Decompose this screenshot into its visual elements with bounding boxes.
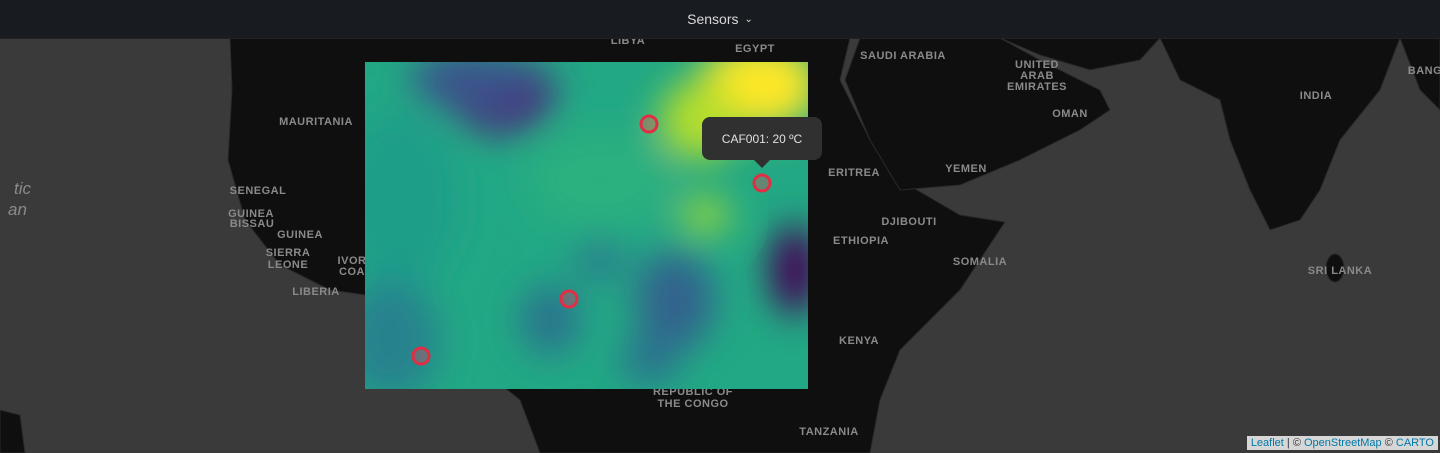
country-label: BISSAU (230, 218, 275, 230)
separator: | © (1286, 437, 1301, 449)
sensor-markers[interactable] (411, 114, 772, 366)
heatmap (365, 62, 808, 389)
sensor-marker[interactable] (411, 346, 431, 366)
country-label: SAUDI ARABIA (860, 50, 946, 62)
country-label: DJIBOUTI (881, 216, 936, 228)
ocean-label: tic (14, 179, 32, 198)
country-label: YEMEN (945, 163, 987, 175)
sensor-marker[interactable] (752, 173, 772, 193)
tooltip-arrow (754, 160, 770, 168)
country-label: TANZANIA (799, 426, 858, 438)
country-label: SOMALIA (953, 256, 1007, 268)
country-label: SRI LANKA (1308, 265, 1372, 277)
header: Sensors ⌄ (0, 0, 1440, 39)
country-label: IVOR (338, 255, 367, 267)
country-label: OMAN (1052, 108, 1088, 120)
sensor-marker[interactable] (559, 289, 579, 309)
country-label: UNITED (1015, 59, 1059, 71)
country-label: GUINEA (277, 229, 323, 241)
country-label: ETHIOPIA (833, 235, 889, 247)
attribution: Leaflet | © OpenStreetMap © CARTO (1246, 436, 1438, 450)
country-label: BANG (1408, 65, 1440, 77)
leaflet-link[interactable]: Leaflet (1250, 437, 1284, 449)
dashboard-title[interactable]: Sensors (687, 11, 739, 27)
country-label: ARAB (1020, 70, 1054, 82)
country-label: ERITREA (828, 167, 880, 179)
country-label: LEONE (268, 259, 308, 271)
country-label: KENYA (839, 335, 879, 347)
country-label: MAURITANIA (279, 116, 353, 128)
copyright: © (1384, 437, 1393, 449)
carto-link[interactable]: CARTO (1395, 437, 1434, 449)
country-label: GUINEA (228, 208, 274, 220)
country-label: INDIA (1300, 90, 1332, 102)
osm-link[interactable]: OpenStreetMap (1304, 437, 1382, 449)
ocean-label: an (8, 200, 27, 219)
country-label: LIBERIA (292, 286, 340, 298)
caret[interactable]: ⌄ (744, 13, 753, 25)
country-label: SIERRA (266, 247, 311, 259)
country-label: COA (339, 266, 365, 278)
country-label: EGYPT (735, 43, 775, 55)
country-label: THE CONGO (657, 398, 728, 410)
sensor-marker[interactable] (639, 114, 659, 134)
country-label: SENEGAL (230, 185, 287, 197)
country-label: EMIRATES (1007, 81, 1067, 93)
tooltip: CAF001: 20 ºC (702, 117, 822, 160)
